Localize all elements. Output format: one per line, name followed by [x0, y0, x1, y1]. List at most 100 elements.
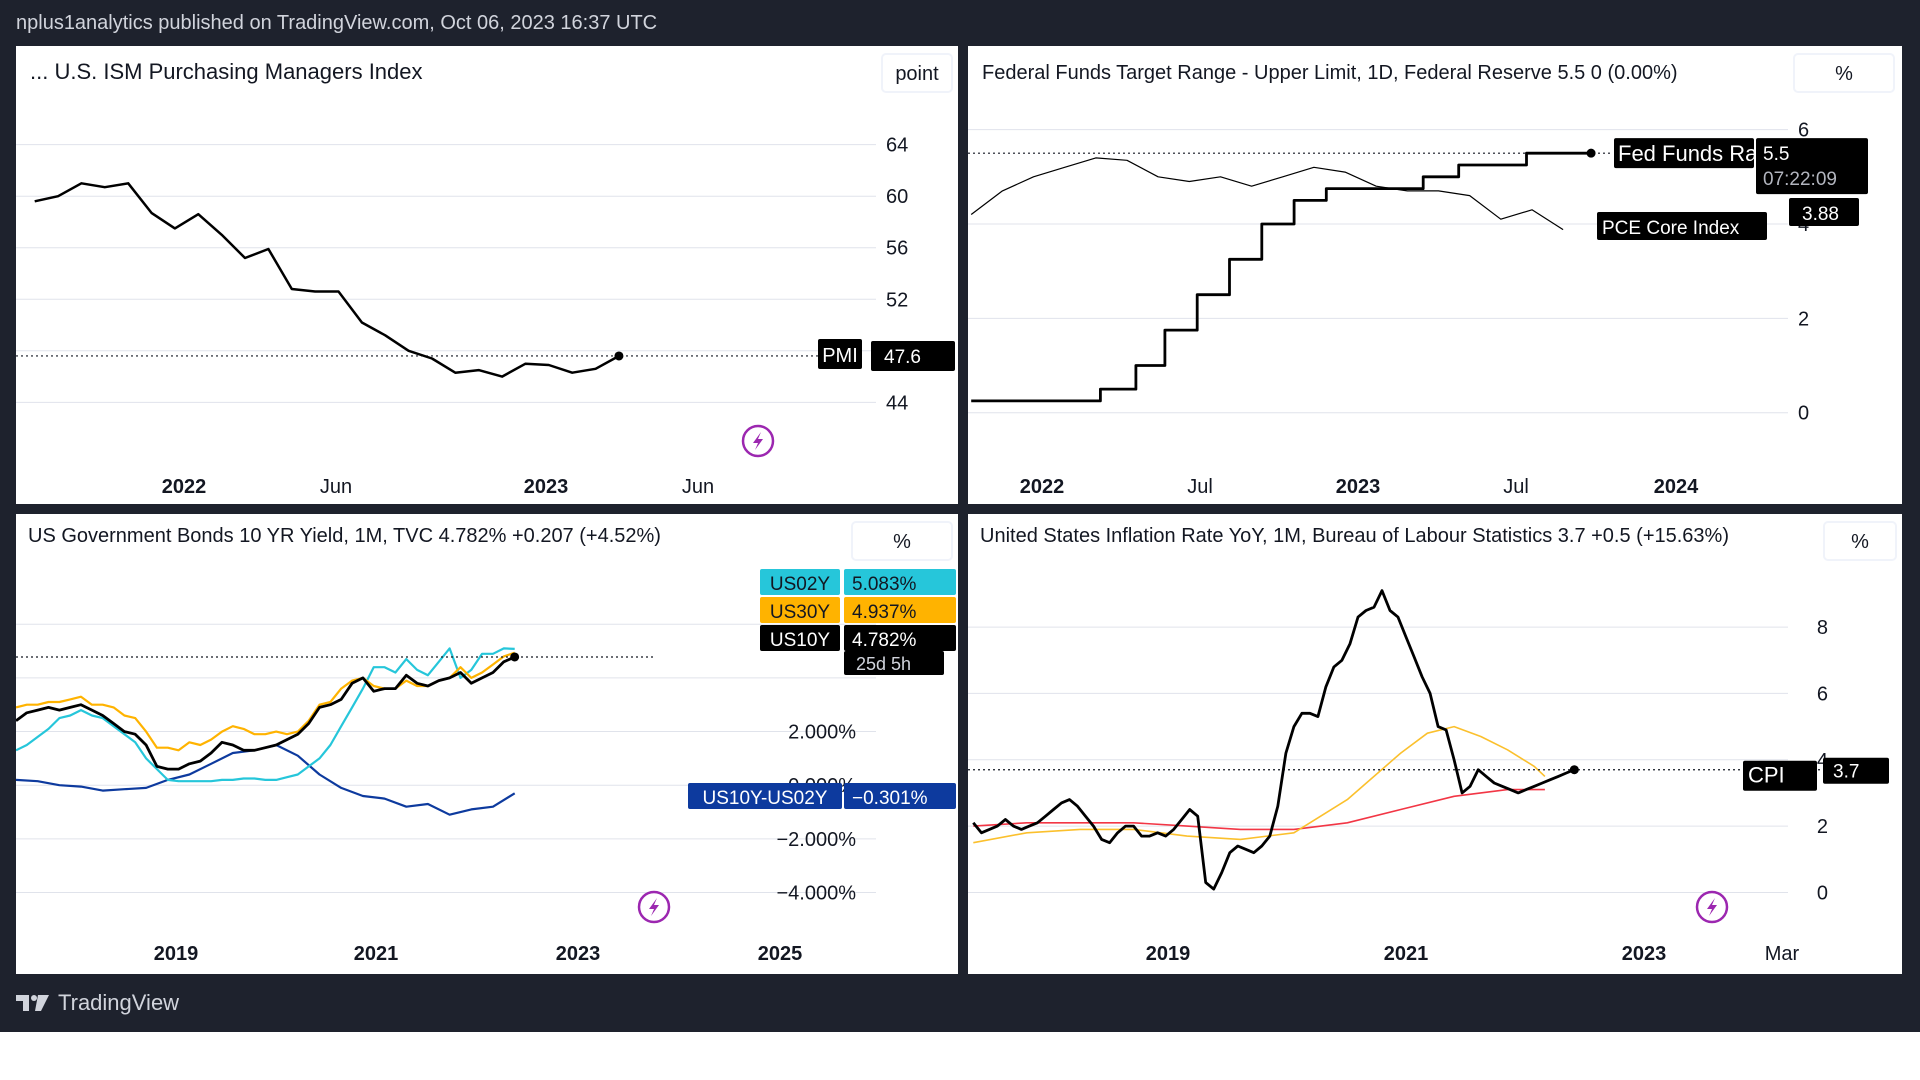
fed-funds-series-line [971, 151, 1592, 403]
fed-funds-value-tag [1756, 138, 1868, 195]
panel-title: US Government Bonds 10 YR Yield, 1M, TVC… [28, 525, 661, 547]
series-label-text: CPI [1748, 763, 1785, 788]
legend-value-tag [844, 625, 956, 651]
fed-funds-last-point [1586, 148, 1596, 158]
x-tick-label: 2023 [556, 943, 601, 965]
last-value-tag [1823, 757, 1889, 784]
y-tick-label: 60 [886, 186, 908, 208]
cpi-ma-short-line [973, 725, 1546, 844]
legend-value-text: −0.301% [852, 788, 928, 809]
x-tick-label: 2023 [1622, 943, 1667, 965]
pce-series-line [970, 157, 1564, 231]
fed-funds-value-text: 5.5 [1763, 144, 1789, 165]
legend-name-tag [688, 783, 842, 809]
lightning-bolt-icon [753, 432, 763, 450]
brand-name: TradingView [58, 990, 180, 1015]
y-tick-label: 2.000% [788, 722, 856, 744]
x-tick-label: 2025 [758, 943, 803, 965]
x-tick-label: 2019 [1146, 943, 1191, 965]
fed-funds-label-text: Fed Funds Rate [1618, 141, 1776, 166]
y-tick-label: −4.000% [776, 883, 856, 905]
panel-title: Federal Funds Target Range - Upper Limit… [982, 62, 1678, 84]
x-tick-label: Jul [1503, 476, 1529, 498]
unit-button-label: % [1851, 531, 1869, 553]
tradingview-logo-icon [16, 995, 49, 1011]
y-tick-label: 4 [1817, 750, 1828, 772]
unit-button[interactable] [1823, 521, 1897, 561]
fed-funds-label-tag [1614, 138, 1754, 169]
x-tick-label: Mar [1765, 943, 1800, 965]
x-tick-label: 2021 [1384, 943, 1429, 965]
legend-name-text: US10Y [770, 630, 831, 651]
unit-button-label: % [893, 531, 911, 553]
series-label-text: PMI [822, 345, 858, 367]
x-tick-label: Jul [1187, 476, 1213, 498]
unit-button[interactable] [851, 521, 953, 561]
chart-frame: nplus1analytics published on TradingView… [0, 0, 1920, 1032]
legend-name-text: US30Y [770, 602, 831, 623]
lightning-bolt-icon [1707, 898, 1717, 916]
us10y-countdown-text: 25d 5h [856, 654, 911, 674]
unit-button-label: % [1835, 63, 1853, 85]
pce-label-tag [1597, 212, 1767, 240]
tradingview-brand[interactable]: TradingView [16, 990, 179, 1016]
inflation-chart-svg: 8 6 4 2 0 United States Inflation Rate YoY, 1… [968, 521, 1897, 965]
y-tick-label: −2.000% [776, 829, 856, 851]
panel-us-inflation[interactable]: 8 6 4 2 0 United States Inflation Rate YoY, 1… [968, 514, 1902, 974]
panel-title: ... U.S. ISM Purchasing Managers Index [30, 59, 423, 84]
legend-value-tag [844, 783, 956, 809]
pmi-last-point [614, 351, 624, 361]
lightning-bolt-icon [649, 898, 659, 916]
y-tick-label: 0 [1817, 882, 1828, 904]
us10y-last-point [510, 652, 520, 662]
cpi-series-line [972, 589, 1575, 891]
series-label-tag [1743, 760, 1817, 791]
y-tick-label: 6 [1798, 120, 1809, 142]
pmi-chart-svg: 64 60 56 52 44 ... U.S. ISM Purchasing Manage… [16, 53, 955, 498]
us10y-series-line [16, 655, 516, 771]
legend-name-tag [760, 625, 840, 651]
panel-us-bonds[interactable]: 2.000%0.000%−2.000%−4.000%US Government … [16, 514, 958, 974]
unit-button[interactable] [1793, 53, 1895, 93]
y-tick-label: 52 [886, 289, 908, 311]
x-tick-label: 2023 [1336, 476, 1381, 498]
x-tick-label: 2022 [162, 476, 207, 498]
x-tick-label: Jun [320, 476, 352, 498]
cpi-ma-long-line [973, 788, 1545, 831]
x-tick-label: 2019 [154, 943, 199, 965]
pmi-series-line [34, 182, 620, 378]
y-tick-label: 56 [886, 238, 908, 260]
pce-label-text: PCE Core Index [1602, 218, 1740, 239]
fed-funds-chart-svg: 6420Federal Funds Target Range - Upper L… [968, 53, 1895, 498]
legend-name-tag [760, 569, 840, 595]
y-tick-label: 2 [1798, 308, 1809, 330]
panel-fed-funds[interactable]: 6420Federal Funds Target Range - Upper L… [968, 46, 1902, 504]
last-value-text: 3.7 [1833, 762, 1859, 783]
unit-button[interactable] [881, 53, 953, 93]
x-tick-label: Jun [682, 476, 714, 498]
cpi-last-point [1569, 765, 1579, 775]
y-tick-label: 2 [1817, 816, 1828, 838]
last-value-tag [871, 340, 955, 371]
legend-value-tag [844, 597, 956, 623]
pce-value-tag [1789, 198, 1859, 226]
fed-funds-countdown: 07:22:09 [1763, 169, 1837, 190]
last-value-text: 47.6 [884, 347, 921, 368]
x-tick-label: 2024 [1654, 476, 1699, 498]
us10y-countdown-tag [844, 651, 944, 675]
x-tick-label: 2022 [1020, 476, 1065, 498]
y-tick-label: 6 [1817, 683, 1828, 705]
legend-value-text: 5.083% [852, 574, 917, 595]
pce-value-text: 3.88 [1802, 204, 1839, 225]
y-tick-label: 64 [886, 135, 908, 157]
panel-ism-pmi[interactable]: 64 60 56 52 44 ... U.S. ISM Purchasing Manage… [16, 46, 958, 504]
legend-value-tag [844, 569, 956, 595]
series-label-tag [818, 338, 862, 369]
publisher-header: nplus1analytics published on TradingView… [16, 12, 658, 34]
legend-name-text: US10Y-US02Y [703, 788, 828, 809]
legend-name-text: US02Y [770, 574, 831, 595]
legend-name-tag [760, 597, 840, 623]
panel-title: United States Inflation Rate YoY, 1M, Bu… [980, 525, 1729, 547]
bonds-chart-svg: 2.000%0.000%−2.000%−4.000%US Government … [16, 521, 956, 965]
x-tick-label: 2021 [354, 943, 399, 965]
